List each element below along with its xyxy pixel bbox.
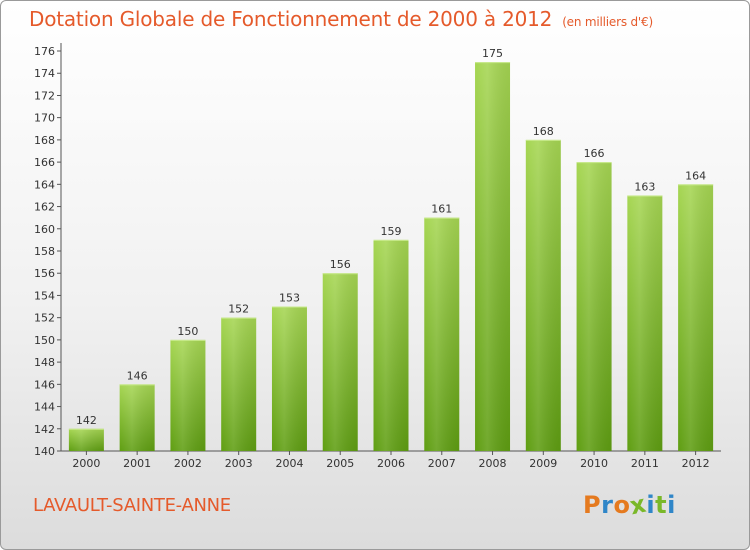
value-label-2003: 152 — [228, 303, 249, 316]
y-tick-label: 148 — [34, 356, 55, 369]
x-tick-label-2000: 2000 — [72, 457, 100, 470]
logo-letter: i — [667, 491, 676, 519]
x-tick-label-2007: 2007 — [428, 457, 456, 470]
logo-letter: r — [601, 491, 614, 519]
logo-letter: i — [646, 491, 656, 519]
x-tick-label-2005: 2005 — [326, 457, 354, 470]
bar-shine-2009 — [525, 139, 561, 451]
value-label-2000: 142 — [76, 414, 97, 427]
chart-axes: 140 142 144 146 148 150 152 154 156 158 160 162 164 1… — [34, 43, 721, 458]
value-label-2008: 175 — [482, 47, 503, 60]
x-tick-label-2011: 2011 — [631, 457, 659, 470]
y-tick-label: 150 — [34, 334, 55, 347]
x-tick-label-2003: 2003 — [225, 457, 253, 470]
bar-shine-2011 — [627, 195, 663, 451]
y-tick-label: 154 — [34, 289, 55, 302]
y-tick-label: 168 — [34, 134, 55, 147]
value-label-2007: 161 — [431, 203, 452, 216]
value-label-2012: 164 — [685, 169, 706, 182]
y-tick-label: 164 — [34, 178, 55, 191]
chart-bars — [68, 62, 714, 452]
y-tick-label: 172 — [34, 89, 55, 102]
bar-shine-2003 — [221, 317, 257, 451]
y-tick-label: 144 — [34, 401, 55, 414]
y-tick-label: 166 — [34, 156, 55, 169]
logo-letter: P — [583, 491, 602, 519]
bar-shine-2008 — [475, 62, 511, 451]
y-tick-label: 140 — [34, 445, 55, 458]
y-tick-label: 142 — [34, 423, 55, 436]
bar-shine-2007 — [424, 217, 460, 451]
bar-shine-2000 — [68, 428, 104, 451]
proxiti-logo: Proxiti — [583, 490, 676, 521]
logo-letter: o — [613, 491, 631, 519]
commune-name: LAVAULT-SAINTE-ANNE — [33, 495, 231, 516]
value-label-2009: 168 — [533, 125, 554, 138]
value-label-2006: 159 — [381, 225, 402, 238]
bar-shine-2004 — [271, 306, 307, 451]
bar-shine-2005 — [322, 273, 358, 451]
y-tick-label: 146 — [34, 378, 55, 391]
value-label-2010: 166 — [584, 147, 605, 160]
bar-shine-2006 — [373, 239, 409, 451]
x-tick-label-2001: 2001 — [123, 457, 151, 470]
y-tick-label: 170 — [34, 112, 55, 125]
bar-shine-2012 — [678, 184, 714, 452]
chart-labels: 142 2000 146 2001 150 2002 152 2003 153 2004 156 20… — [72, 47, 709, 470]
y-tick-label: 156 — [34, 267, 55, 280]
chart-title: Dotation Globale de Fonctionnement de 20… — [29, 7, 653, 31]
value-label-2002: 150 — [177, 325, 198, 338]
value-label-2004: 153 — [279, 292, 300, 305]
y-tick-label: 176 — [34, 45, 55, 58]
x-tick-label-2010: 2010 — [580, 457, 608, 470]
value-label-2005: 156 — [330, 258, 351, 271]
y-tick-label: 152 — [34, 312, 55, 325]
chart-subtitle: (en milliers d'€) — [562, 15, 653, 29]
logo-letter: t — [655, 491, 668, 519]
value-label-2011: 163 — [634, 180, 655, 193]
y-tick-label: 158 — [34, 245, 55, 258]
x-tick-label-2012: 2012 — [682, 457, 710, 470]
value-label-2001: 146 — [127, 369, 148, 382]
y-tick-label: 160 — [34, 223, 55, 236]
chart-title-text: Dotation Globale de Fonctionnement de 20… — [29, 7, 553, 31]
bar-shine-2002 — [170, 339, 206, 451]
y-tick-label: 174 — [34, 67, 55, 80]
x-tick-label-2008: 2008 — [479, 457, 507, 470]
y-tick-label: 162 — [34, 201, 55, 214]
bar-shine-2010 — [576, 162, 612, 451]
x-tick-label-2006: 2006 — [377, 457, 405, 470]
x-tick-label-2009: 2009 — [529, 457, 557, 470]
x-tick-label-2002: 2002 — [174, 457, 202, 470]
bar-shine-2001 — [119, 384, 155, 451]
x-tick-label-2004: 2004 — [275, 457, 303, 470]
